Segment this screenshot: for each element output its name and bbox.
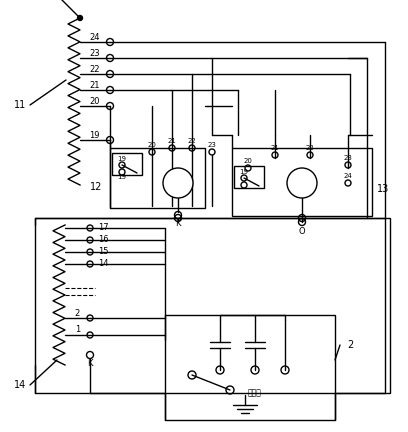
Text: 24: 24 [89,32,100,41]
Text: 21: 21 [89,80,100,89]
Text: 20: 20 [89,96,100,105]
Text: 12: 12 [90,182,102,192]
Bar [35,218,390,393]
Text: 19: 19 [118,156,126,162]
Text: 11: 11 [14,100,26,110]
Text: 20: 20 [148,142,156,148]
Circle shape [287,168,317,198]
Text: 16: 16 [98,235,109,245]
Text: 21: 21 [271,145,279,151]
Text: 23: 23 [344,155,353,161]
Bar [234,166,264,188]
Text: 23: 23 [208,142,216,148]
Text: 23: 23 [89,48,100,57]
Text: 19: 19 [118,174,126,180]
Bar [110,148,205,208]
Text: 21: 21 [168,138,176,144]
Bar [165,315,335,420]
Text: 17: 17 [98,223,109,232]
Text: 15: 15 [98,248,109,257]
Text: 24: 24 [344,173,353,179]
Bar [232,148,372,216]
Text: 1: 1 [75,325,80,334]
Text: 19: 19 [89,130,100,140]
Text: 22: 22 [188,138,196,144]
Text: K: K [175,219,181,229]
Circle shape [163,168,193,198]
Text: O: O [299,226,305,235]
Text: 14: 14 [98,260,109,269]
Text: 20: 20 [244,158,253,164]
Circle shape [78,16,82,20]
Bar [112,153,142,175]
Text: 2: 2 [347,340,353,350]
Text: K: K [87,359,93,368]
Text: 22: 22 [89,64,100,73]
Text: 19: 19 [239,169,248,175]
Text: 2: 2 [75,308,80,318]
Text: 13: 13 [377,184,389,194]
Text: 14: 14 [14,380,26,390]
Text: 22: 22 [306,145,315,151]
Text: 中性点: 中性点 [248,388,262,397]
